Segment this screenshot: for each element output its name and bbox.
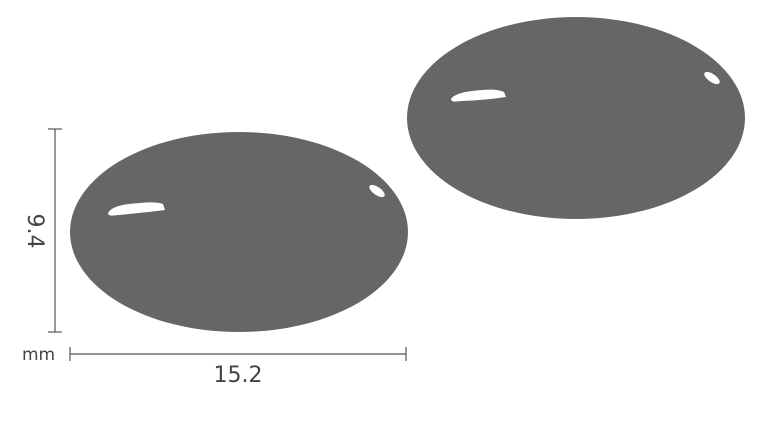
height-dimension-value: 9.4: [22, 214, 47, 249]
width-dimension: [69, 347, 407, 361]
tablet-front: [70, 132, 408, 332]
unit-label: mm: [22, 345, 55, 365]
tablet-back-highlight-right: [704, 71, 720, 85]
tablet-back: [407, 17, 745, 219]
tablet-front-highlight-left: [108, 202, 165, 216]
height-dimension: [48, 128, 62, 333]
tablet-front-highlight-right: [369, 184, 385, 198]
tablet-front-body: [70, 132, 408, 332]
tablet-back-highlight-left: [451, 89, 506, 102]
tablet-back-body: [407, 17, 745, 219]
width-dimension-value: 15.2: [214, 363, 263, 388]
